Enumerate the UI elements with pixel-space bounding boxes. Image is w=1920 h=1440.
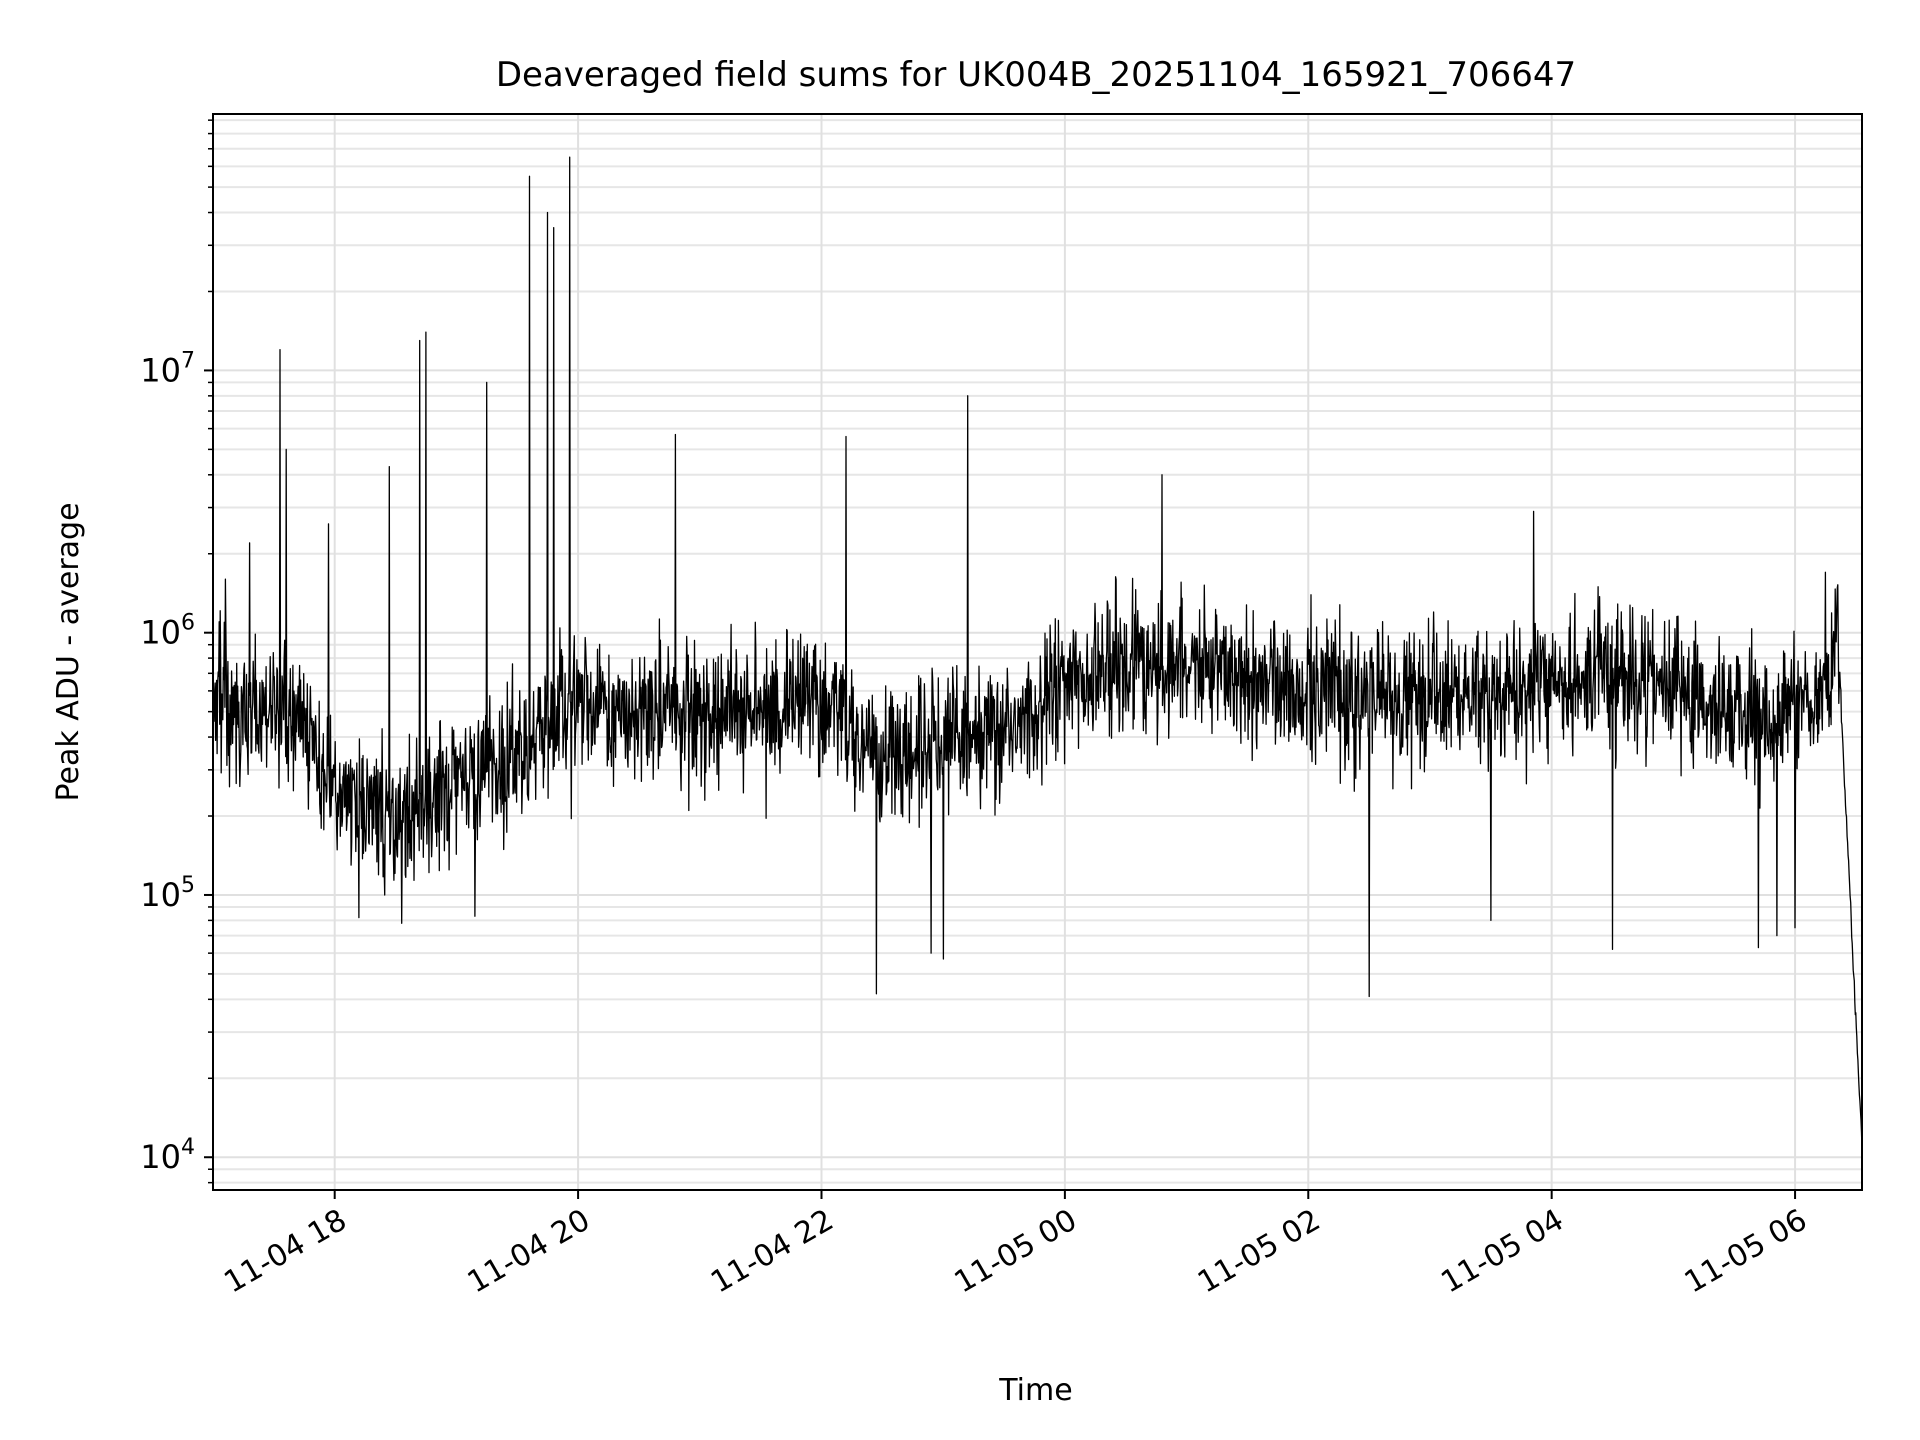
- y-tick-exponent: 6: [181, 611, 195, 636]
- y-tick-base: 10: [140, 1138, 181, 1176]
- y-tick-label: 106: [140, 611, 195, 652]
- plot-frame: [212, 113, 1863, 1191]
- y-tick-base: 10: [140, 351, 181, 389]
- y-tick-label: 107: [140, 348, 195, 389]
- y-tick-base: 10: [140, 876, 181, 914]
- y-axis-label: Peak ADU - average: [51, 502, 86, 801]
- y-tick-base: 10: [140, 614, 181, 652]
- y-tick-label: 104: [140, 1135, 195, 1176]
- series-line: [212, 156, 1863, 1150]
- data-series: [212, 156, 1863, 1150]
- chart-title: Deaveraged field sums for UK004B_2025110…: [496, 55, 1576, 95]
- y-tick-exponent: 5: [181, 873, 195, 898]
- x-axis-label: Time: [998, 1373, 1072, 1408]
- y-tick-exponent: 4: [181, 1135, 195, 1160]
- y-tick-label: 105: [140, 873, 195, 914]
- y-tick-exponent: 7: [181, 348, 195, 373]
